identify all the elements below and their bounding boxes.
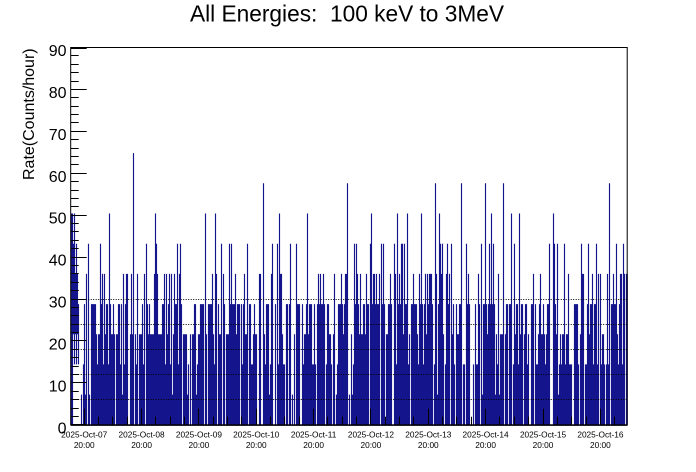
svg-text:20: 20 (49, 337, 67, 354)
svg-text:20:00: 20:00 (131, 440, 152, 450)
svg-text:2025-Oct-15: 2025-Oct-15 (520, 430, 567, 440)
svg-text:2025-Oct-14: 2025-Oct-14 (463, 430, 510, 440)
svg-text:80: 80 (49, 85, 67, 102)
svg-text:70: 70 (49, 127, 67, 144)
svg-text:Rate(Counts/hour): Rate(Counts/hour) (21, 48, 38, 180)
svg-text:2025-Oct-08: 2025-Oct-08 (119, 430, 166, 440)
svg-text:20:00: 20:00 (189, 440, 210, 450)
svg-text:20:00: 20:00 (475, 440, 496, 450)
svg-text:20:00: 20:00 (418, 440, 439, 450)
svg-text:2025-Oct-12: 2025-Oct-12 (348, 430, 395, 440)
svg-text:20:00: 20:00 (74, 440, 95, 450)
svg-text:All Energies: 100 keV to 3MeV: All Energies: 100 keV to 3MeV (190, 1, 505, 27)
svg-text:20:00: 20:00 (590, 440, 611, 450)
svg-text:20:00: 20:00 (533, 440, 554, 450)
svg-text:2025-Oct-10: 2025-Oct-10 (233, 430, 280, 440)
svg-text:90: 90 (49, 43, 67, 60)
svg-text:20:00: 20:00 (246, 440, 267, 450)
svg-text:10: 10 (49, 378, 67, 395)
svg-text:20:00: 20:00 (303, 440, 324, 450)
svg-text:50: 50 (49, 211, 67, 228)
svg-text:2025-Oct-09: 2025-Oct-09 (176, 430, 223, 440)
svg-text:20:00: 20:00 (361, 440, 382, 450)
svg-text:2025-Oct-13: 2025-Oct-13 (405, 430, 452, 440)
svg-text:2025-Oct-16: 2025-Oct-16 (577, 430, 624, 440)
svg-text:60: 60 (49, 169, 67, 186)
svg-text:2025-Oct-07: 2025-Oct-07 (61, 430, 108, 440)
svg-text:0: 0 (58, 420, 67, 437)
svg-text:2025-Oct-11: 2025-Oct-11 (291, 430, 337, 440)
svg-text:40: 40 (49, 253, 67, 270)
svg-text:30: 30 (49, 295, 67, 312)
